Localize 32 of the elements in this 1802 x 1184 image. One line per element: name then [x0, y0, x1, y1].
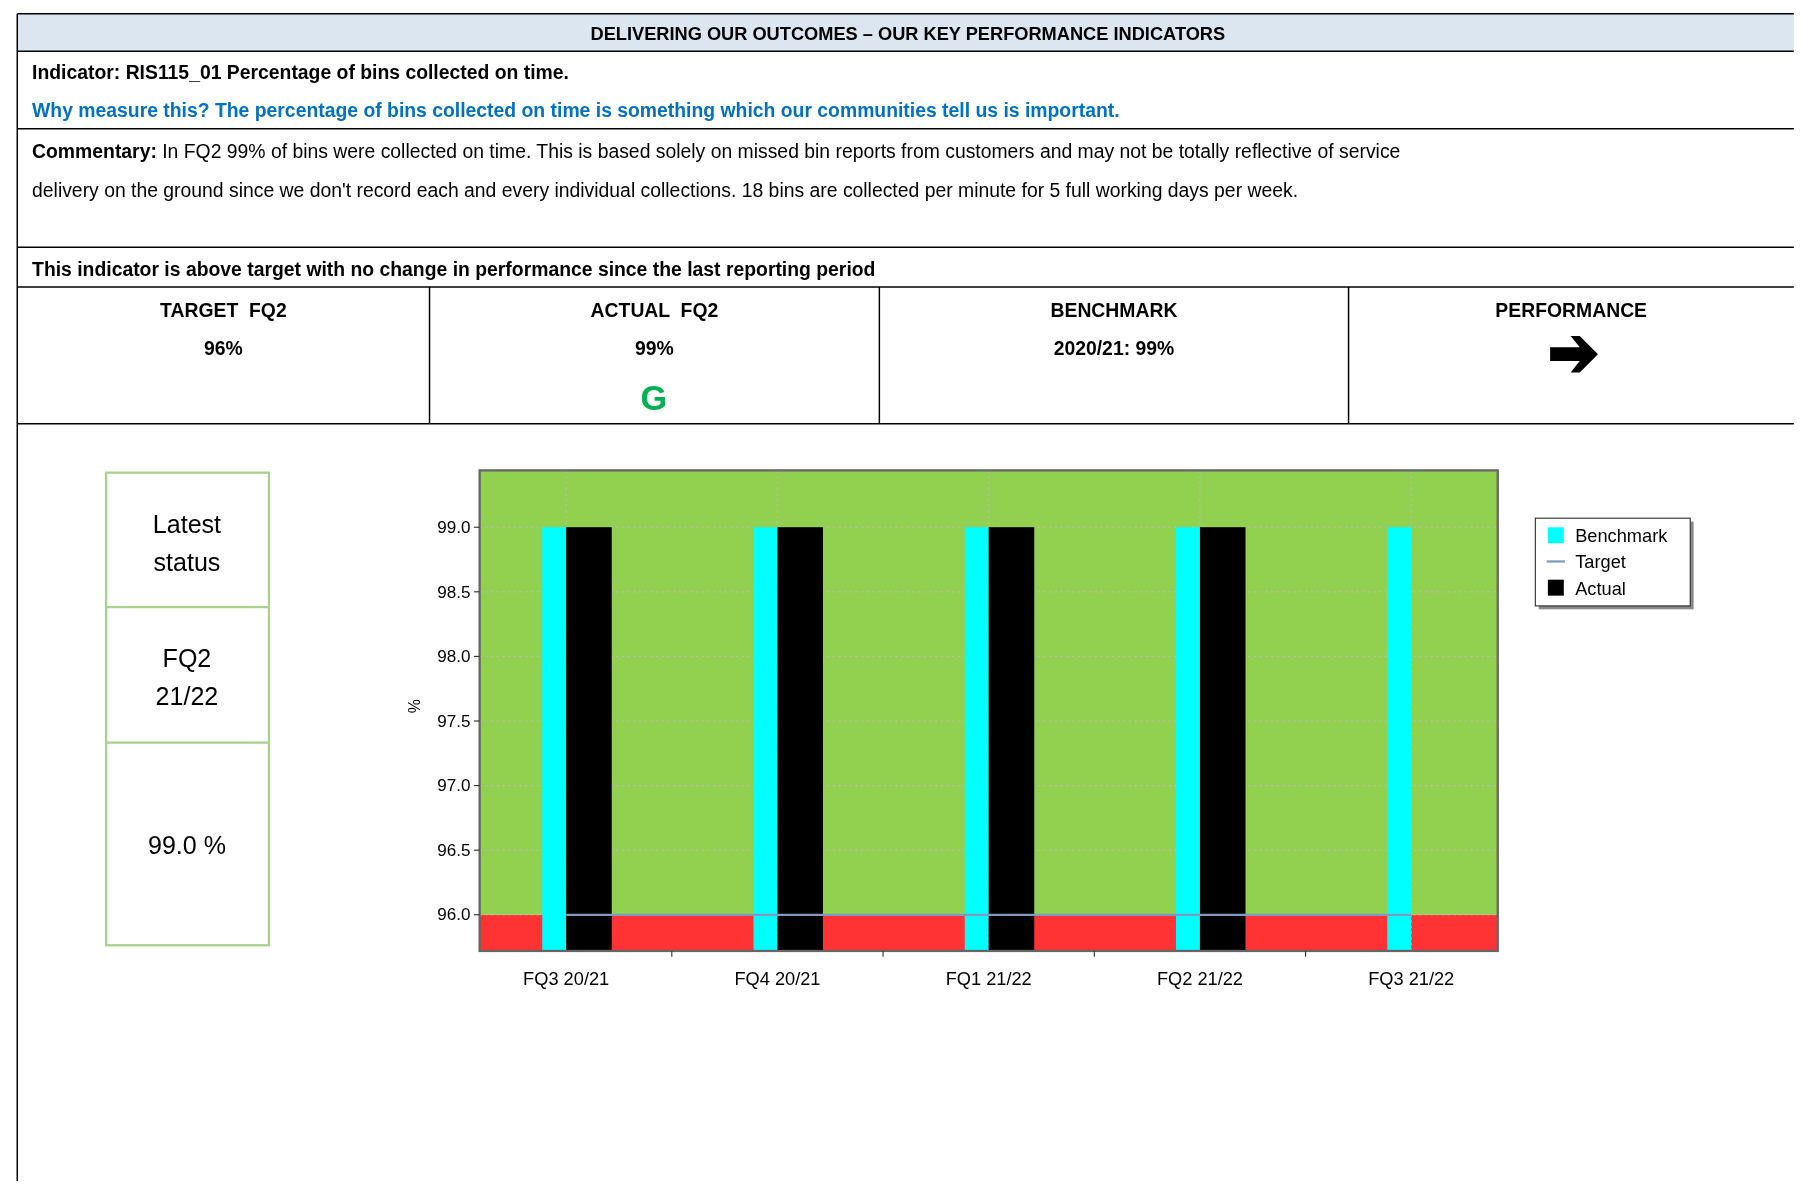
y-axis-title: % — [406, 699, 424, 714]
text: Indicator: RIS115_01 Percentage of bins collected on time. — [32, 60, 569, 83]
y-tick-label: 98.0 — [437, 647, 471, 667]
x-tick-label: FQ3 20/21 — [523, 969, 610, 990]
y-tick-label: 98.5 — [437, 582, 471, 602]
text: PERFORMANCE — [1495, 298, 1648, 321]
x-tick-label: FQ2 21/22 — [1156, 969, 1243, 990]
y-tick-label: 97.0 — [437, 776, 471, 796]
x-tick-label: FQ3 21/22 — [1368, 969, 1455, 990]
text: BENCHMARK — [1050, 298, 1178, 321]
x-tick-label: FQ4 20/21 — [734, 969, 821, 990]
y-tick-label: 97.5 — [437, 711, 471, 731]
legend-label: Actual — [1575, 578, 1626, 599]
text: TARGET FQ2 — [160, 298, 287, 321]
legend-label: Target — [1575, 552, 1626, 573]
y-tick-label: 99.0 — [437, 517, 471, 537]
text: ACTUAL FQ2 — [590, 298, 719, 321]
text: 99.0 % — [147, 831, 226, 860]
text: Latest status — [152, 510, 222, 576]
text: Commentary: In FQ2 99% of bins were collected on time. This is based solely on missed bin reports from customers and may not be totally reflective of service delivery on the ground since we don't record each and every individual collections. 18 bins are collected per minute for 5 full working days per week. — [32, 140, 1401, 202]
text: 2020/21: 99% — [1053, 337, 1175, 360]
text: Why measure this? The percentage of bins collected on time is something which our communities tell us is important. — [32, 99, 1120, 122]
text: This indicator is above target with no change in performance since the last reporting period — [32, 257, 876, 280]
chart-title: DELIVERING OUR OUTCOMES – OUR KEY PERFORMANCE INDICATORS — [590, 23, 1226, 44]
text: FQ2 21/22 — [155, 644, 219, 710]
text: 99% — [635, 337, 674, 360]
legend-label: Benchmark — [1575, 526, 1669, 547]
x-tick-label: FQ1 21/22 — [945, 969, 1032, 990]
y-tick-label: 96.0 — [437, 905, 471, 925]
text: G — [640, 379, 668, 418]
text: 96% — [204, 337, 243, 360]
y-tick-label: 96.5 — [437, 840, 471, 860]
